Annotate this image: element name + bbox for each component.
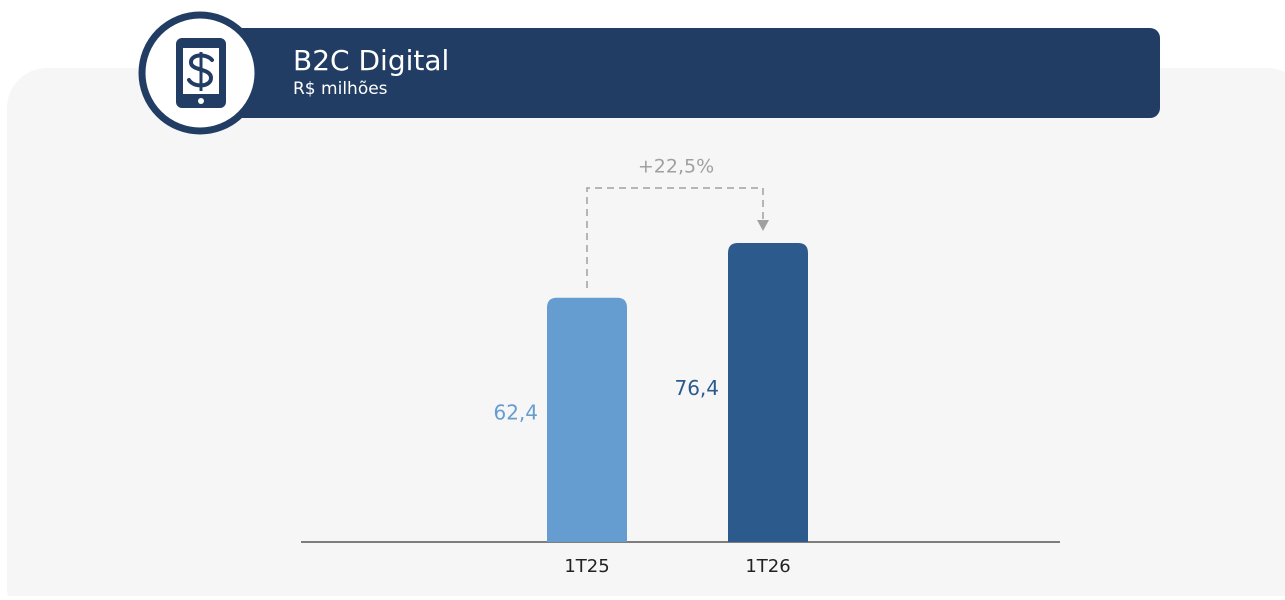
growth-arrow [757, 220, 769, 231]
phone-icon [176, 38, 226, 108]
growth-bracket [586, 187, 764, 288]
bar [728, 243, 808, 542]
header-banner [200, 28, 1160, 118]
x-tick-label: 1T25 [564, 556, 609, 577]
value-label: 62,4 [493, 400, 538, 424]
chart-title: B2C Digital [293, 44, 449, 77]
chart-subtitle: R$ milhões [293, 79, 388, 99]
value-label: 76,4 [674, 376, 719, 400]
x-tick-label: 1T26 [745, 556, 790, 577]
panel [7, 68, 1285, 600]
bar [547, 297, 627, 542]
growth-annotation: +22,5% [638, 156, 714, 178]
